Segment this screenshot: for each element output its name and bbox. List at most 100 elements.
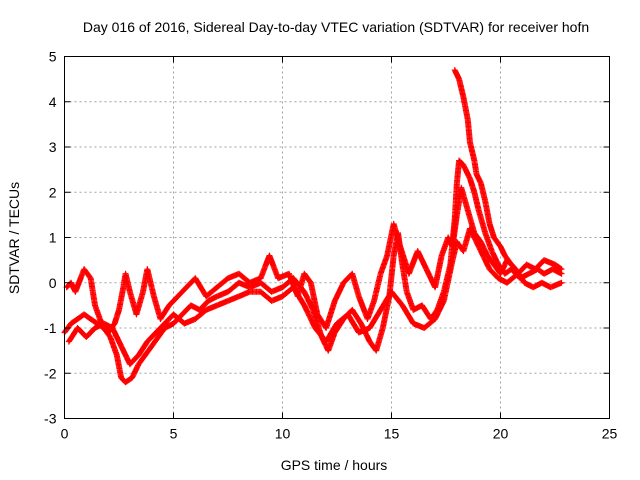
y-tick-label: 4 xyxy=(49,94,57,110)
data-point-run xyxy=(84,326,98,340)
data-point-run xyxy=(474,240,486,258)
data-point-run xyxy=(302,271,314,285)
data-point-run xyxy=(349,308,364,326)
data-point-run xyxy=(215,276,231,290)
data-point-run xyxy=(332,280,346,303)
x-tick-label: 5 xyxy=(170,426,178,442)
data-point-run xyxy=(378,253,390,276)
data-point-run xyxy=(456,77,467,99)
data-point-run xyxy=(291,285,307,308)
data-point-run xyxy=(491,235,503,249)
data-point-run xyxy=(266,253,281,280)
data-point-run xyxy=(349,272,362,298)
data-markers xyxy=(61,67,565,386)
data-point-run xyxy=(367,308,383,330)
data-point-run xyxy=(144,267,157,298)
y-tick-label: 5 xyxy=(49,49,57,65)
data-point xyxy=(558,266,565,273)
data-point-run xyxy=(464,118,473,145)
series-track-3 xyxy=(65,225,565,368)
data-point-run xyxy=(258,289,274,304)
data-point-run xyxy=(313,326,329,344)
data-point-run xyxy=(391,222,403,249)
data-point-run xyxy=(378,289,394,312)
data-point-run xyxy=(415,249,429,271)
data-point-run xyxy=(458,186,471,213)
grid-lines xyxy=(64,56,610,419)
x-tick-label: 10 xyxy=(275,426,291,442)
data-point-run xyxy=(404,290,416,312)
data-point-run xyxy=(460,95,471,122)
data-point-run xyxy=(461,163,473,181)
data-point-run xyxy=(118,344,133,366)
data-point-run xyxy=(449,213,460,249)
data-point-run xyxy=(145,330,159,344)
data-point-run xyxy=(225,280,241,294)
y-tick-label: -2 xyxy=(44,365,57,381)
data-point-run xyxy=(204,285,220,299)
series-track-2 xyxy=(63,184,565,336)
data-point-run xyxy=(116,285,127,312)
data-point-run xyxy=(69,316,80,326)
data-point-run xyxy=(129,362,142,380)
data-point-run xyxy=(323,299,338,330)
data-point xyxy=(508,261,515,268)
data-point-run xyxy=(110,326,124,348)
data-point-run xyxy=(467,176,477,195)
data-point-run xyxy=(308,281,321,317)
data-point-run xyxy=(478,240,490,258)
y-tick-label: 0 xyxy=(49,275,57,291)
y-axis-label: SDTVAR / TECUs xyxy=(6,182,22,294)
data-point-run xyxy=(482,199,493,226)
y-tick-label: -1 xyxy=(44,320,57,336)
data-point-run xyxy=(480,253,493,271)
data-point-run xyxy=(323,321,340,344)
data-point-run xyxy=(175,285,189,299)
data-point-run xyxy=(66,326,80,344)
data-point-run xyxy=(471,158,480,176)
data-point-run xyxy=(485,253,497,267)
y-tick-label: 2 xyxy=(49,184,57,200)
data-point-run xyxy=(456,158,466,168)
x-tick-label: 25 xyxy=(602,426,618,442)
data-point-run xyxy=(422,316,438,331)
data-point-run xyxy=(193,307,209,322)
y-tick-label: -3 xyxy=(44,411,57,427)
data-point-run xyxy=(87,276,98,308)
data-point-run xyxy=(92,303,105,326)
data-point-run xyxy=(114,353,124,380)
data-point-run xyxy=(371,272,384,303)
data-point-run xyxy=(236,271,252,285)
x-tick-label: 15 xyxy=(384,426,400,442)
data-point-run xyxy=(345,312,362,335)
data-point-run xyxy=(465,208,477,235)
data-point-run xyxy=(476,208,488,235)
data-point-run xyxy=(136,353,148,367)
y-tick-label: 1 xyxy=(49,230,57,246)
data-point-run xyxy=(127,353,141,367)
data-point-run xyxy=(156,326,167,339)
data-point-run xyxy=(122,271,133,294)
data-point-run xyxy=(482,231,495,253)
data-point-run xyxy=(553,262,564,272)
data-point-run xyxy=(136,339,150,358)
data-point-run xyxy=(467,140,478,163)
data-point-run xyxy=(142,344,154,358)
x-tick-label: 20 xyxy=(493,426,509,442)
data-point-run xyxy=(489,249,501,267)
data-point-run xyxy=(133,290,146,317)
data-point-run xyxy=(498,258,510,276)
data-point-run xyxy=(399,263,410,294)
data-point-run xyxy=(123,375,134,385)
data-point-run xyxy=(154,321,167,335)
axis-ticks: 0 5 10 15 20 25 -3 -2 -1 0 1 2 3 4 5 xyxy=(44,49,617,442)
data-point-run xyxy=(107,335,120,357)
data-point-run xyxy=(81,267,93,281)
data-point-run xyxy=(467,226,479,244)
data-point-run xyxy=(432,299,447,321)
x-axis-label: GPS time / hours xyxy=(281,457,388,473)
data-point-run xyxy=(149,335,161,348)
data-point-run xyxy=(389,289,405,308)
data-point xyxy=(558,279,565,286)
